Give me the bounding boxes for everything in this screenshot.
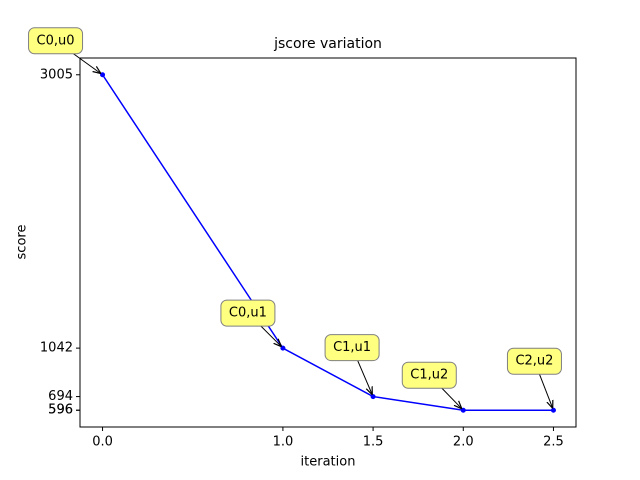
annotation-box <box>28 27 84 55</box>
data-point <box>550 407 556 413</box>
annotation-arrow <box>539 374 553 408</box>
chart-title: jscore variation <box>273 36 382 52</box>
annotation-label: C2,u2 <box>515 354 553 369</box>
annotation-arrow <box>257 322 282 347</box>
annotation-arrow <box>357 360 373 394</box>
annotation: C1,u2 <box>401 361 462 409</box>
annotation-label: C1,u2 <box>410 368 448 383</box>
x-tick-label: 1.0 <box>273 435 294 450</box>
y-tick-label: 596 <box>48 403 73 418</box>
x-tick-label: 0.0 <box>92 435 113 450</box>
annotation-label: C0,u1 <box>229 306 267 321</box>
y-tick-label: 1042 <box>40 341 73 356</box>
x-tick-label: 2.5 <box>543 435 564 450</box>
annotation-box <box>401 361 457 389</box>
x-axis-label: iteration <box>301 455 356 470</box>
y-tick-label: 694 <box>48 389 73 404</box>
y-axis-label: score <box>15 225 30 260</box>
plot-area <box>79 57 577 428</box>
data-point <box>370 394 376 400</box>
annotation-label: C0,u0 <box>37 33 75 48</box>
annotation: C2,u2 <box>506 347 562 408</box>
x-tick-label: 2.0 <box>453 435 474 450</box>
annotation-box <box>220 299 276 327</box>
annotation-box <box>324 334 380 362</box>
annotation-box <box>506 347 562 375</box>
annotation: C0,u0 <box>28 27 101 74</box>
annotation: C0,u1 <box>220 299 282 347</box>
x-tick-label: 1.5 <box>363 435 384 450</box>
y-tick-label: 596 <box>48 403 73 418</box>
annotation: C1,u1 <box>324 334 380 395</box>
annotation-arrow <box>438 384 462 409</box>
annotation-label: C1,u1 <box>333 340 371 355</box>
y-tick-label: 3005 <box>40 67 73 82</box>
